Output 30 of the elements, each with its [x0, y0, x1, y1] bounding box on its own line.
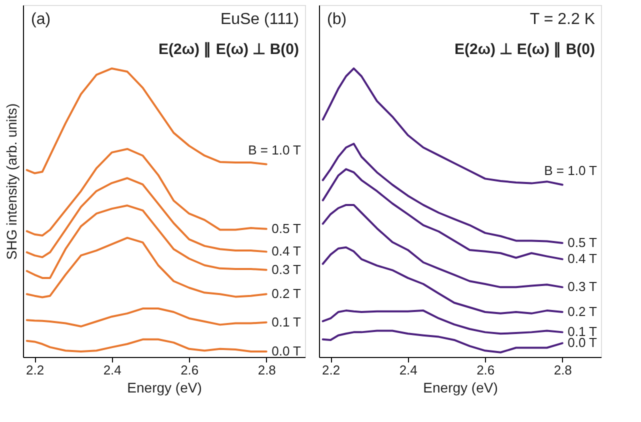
x-axis-title: Energy (eV) [423, 380, 498, 396]
x-tick-label: 2.2 [322, 362, 340, 378]
series-label: 0.3 T [568, 279, 598, 294]
x-tick-label: 2.4 [103, 362, 122, 378]
text: EuSe (111) [220, 11, 299, 28]
x-axis-title: Energy (eV) [127, 380, 202, 396]
x-tick-label: 2.6 [180, 362, 199, 378]
series-label: 0.2 T [568, 304, 598, 319]
x-tick-label: 2.8 [554, 362, 572, 378]
series-label: 0.1 T [272, 314, 302, 330]
x-tick-label: 2.6 [476, 362, 495, 378]
text: (a) [31, 11, 51, 28]
series-label: 0.5 T [568, 235, 598, 250]
series-label: 0.0 T [568, 335, 598, 350]
text: (b) [327, 11, 347, 28]
series-label: 0.2 T [272, 286, 302, 302]
x-tick-label: 2.2 [26, 362, 44, 378]
text: E(2ω) ∥ E(ω) ⊥ B(0) [158, 41, 299, 58]
text: T = 2.2 K [530, 11, 596, 28]
series-label: B = 1.0 T [544, 162, 598, 178]
y-axis-title: SHG intensity (arb. units) [4, 103, 20, 260]
series-label: 0.3 T [272, 262, 302, 277]
series-label: 0.4 T [568, 251, 598, 266]
series-label: 0.4 T [272, 244, 302, 259]
series-label: 0.5 T [272, 220, 302, 236]
x-tick-label: 2.8 [258, 362, 276, 378]
x-tick-label: 2.4 [399, 362, 418, 378]
series-label: B = 1.0 T [248, 142, 302, 158]
series-label: 0.0 T [272, 344, 302, 359]
text: E(2ω) ⊥ E(ω) ∥ B(0) [454, 41, 595, 58]
